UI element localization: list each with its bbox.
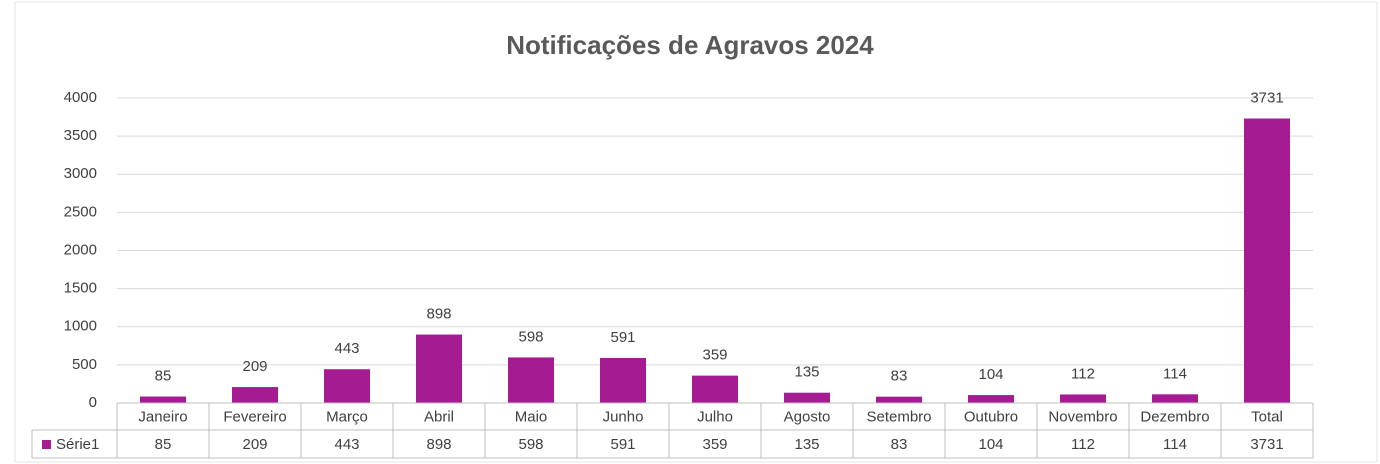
bar — [324, 369, 370, 403]
x-tick-label: Fevereiro — [223, 408, 286, 425]
x-tick-label: Abril — [424, 408, 454, 425]
bar — [876, 396, 922, 403]
x-tick-label: Julho — [697, 408, 733, 425]
bar — [1060, 394, 1106, 403]
bar — [416, 334, 462, 403]
table-value: 359 — [702, 436, 727, 453]
data-label: 359 — [702, 347, 727, 364]
x-tick-label: Março — [326, 408, 368, 425]
bar — [692, 375, 738, 403]
y-tick-label: 1000 — [64, 318, 97, 335]
table-value: 83 — [891, 436, 908, 453]
data-label: 209 — [242, 358, 267, 375]
y-tick-label: 4000 — [64, 89, 97, 106]
data-label: 598 — [518, 328, 543, 345]
y-tick-label: 2000 — [64, 241, 97, 258]
x-tick-label: Setembro — [866, 408, 931, 425]
legend-label: Série1 — [56, 436, 99, 453]
bar — [784, 392, 830, 403]
table-value: 104 — [978, 436, 1003, 453]
data-label: 104 — [978, 366, 1003, 383]
data-label: 591 — [610, 329, 635, 346]
data-label: 114 — [1163, 365, 1187, 382]
y-tick-label: 3500 — [64, 127, 97, 144]
data-label: 3731 — [1250, 89, 1283, 106]
x-tick-label: Novembro — [1048, 408, 1117, 425]
data-label: 83 — [891, 368, 908, 385]
bar — [508, 357, 554, 403]
table-value: 3731 — [1250, 436, 1283, 453]
bar — [140, 396, 186, 403]
data-label: 135 — [794, 364, 819, 381]
table-value: 114 — [1163, 436, 1187, 453]
x-tick-label: Janeiro — [138, 408, 187, 425]
x-tick-label: Maio — [515, 408, 548, 425]
data-label: 443 — [334, 340, 359, 357]
table-value: 898 — [426, 436, 451, 453]
x-tick-label: Dezembro — [1140, 408, 1209, 425]
bar — [968, 395, 1014, 403]
y-tick-label: 1500 — [64, 280, 97, 297]
bar — [600, 357, 646, 403]
chart-title: Notificações de Agravos 2024 — [506, 30, 874, 60]
x-tick-label: Junho — [603, 408, 644, 425]
legend-key — [42, 440, 51, 449]
y-tick-label: 2500 — [64, 203, 97, 220]
x-tick-label: Agosto — [784, 408, 831, 425]
data-label: 898 — [426, 305, 451, 322]
bar — [1244, 118, 1290, 403]
table-value: 135 — [794, 436, 819, 453]
y-tick-label: 500 — [72, 356, 97, 373]
table-value: 598 — [518, 436, 543, 453]
table-value: 85 — [155, 436, 172, 453]
x-tick-label: Total — [1251, 408, 1283, 425]
y-tick-label: 0 — [89, 394, 97, 411]
data-label: 85 — [155, 367, 172, 384]
bar — [232, 387, 278, 403]
table-value: 443 — [334, 436, 359, 453]
table-value: 591 — [610, 436, 635, 453]
y-tick-label: 3000 — [64, 165, 97, 182]
x-tick-label: Outubro — [964, 408, 1018, 425]
bar — [1152, 394, 1198, 403]
table-value: 209 — [242, 436, 267, 453]
table-value: 112 — [1071, 436, 1095, 453]
data-label: 112 — [1071, 365, 1095, 382]
